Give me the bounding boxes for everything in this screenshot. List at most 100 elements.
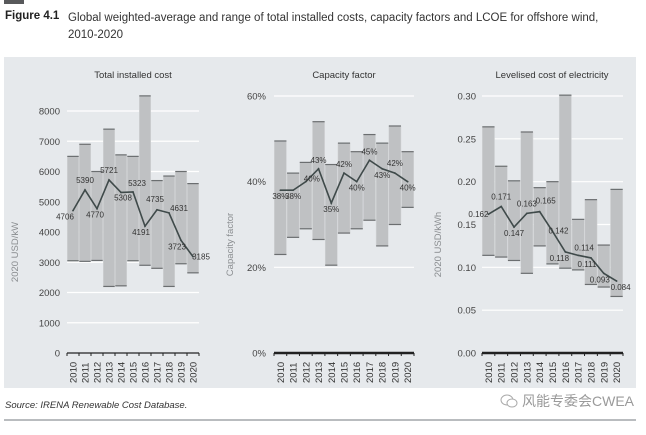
range-bar [482, 126, 495, 256]
data-label: 43% [374, 171, 390, 180]
data-label: 0.118 [550, 254, 570, 263]
range-bar [67, 156, 79, 261]
x-tick-label: 2017 [365, 362, 376, 383]
range-bar [324, 164, 338, 266]
x-tick-label: 2011 [497, 363, 508, 383]
x-tick-label: 2014 [117, 362, 128, 383]
average-point [615, 280, 618, 282]
average-point [564, 251, 567, 253]
average-point [500, 205, 503, 208]
x-tick-label: 2016 [141, 362, 152, 383]
x-tick-label: 2019 [599, 362, 610, 383]
average-point [84, 189, 86, 191]
average-point [577, 254, 580, 257]
data-label: 42% [387, 159, 403, 168]
data-label: 4706 [56, 213, 74, 222]
y-tick-label: 0 [55, 349, 60, 360]
range-bar [584, 199, 598, 285]
average-point [144, 225, 146, 228]
y-tick-label: 0.15 [458, 220, 477, 231]
watermark: 风能专委会CWEA [500, 391, 634, 411]
x-tick-label: 2019 [177, 362, 188, 383]
range-bar [286, 172, 300, 238]
range-bar [163, 175, 175, 287]
range-bar [494, 165, 508, 258]
x-tick-label: 2012 [301, 362, 312, 383]
y-tick-label: 0.00 [458, 349, 477, 360]
range-bar [299, 162, 313, 230]
range-bar [151, 180, 163, 269]
data-label: 0.163 [517, 199, 538, 208]
y-tick-label: 60% [247, 92, 267, 103]
average-point [513, 226, 515, 228]
y-tick-label: 0% [252, 349, 266, 360]
y-tick-label: 0.05 [458, 306, 477, 317]
range-bar [103, 128, 115, 287]
x-tick-label: 2016 [561, 362, 572, 383]
average-point [330, 202, 333, 204]
average-point [355, 180, 358, 183]
data-label: 0.162 [468, 210, 489, 219]
average-point [538, 210, 541, 213]
source-note: Source: IRENA Renewable Cost Database. [5, 400, 188, 411]
average-point [108, 179, 110, 181]
data-label: 3185 [192, 253, 210, 262]
data-label: 0.142 [548, 226, 569, 235]
y-tick-label: 5000 [39, 197, 60, 208]
y-tick-label: 1000 [39, 318, 60, 329]
x-tick-label: 2012 [93, 362, 104, 383]
x-tick-label: 2013 [105, 362, 116, 383]
y-axis-label: 2020 USD/kWh [433, 212, 444, 277]
data-label: 0.093 [590, 275, 611, 284]
average-point [368, 159, 371, 162]
average-point [602, 272, 605, 275]
x-tick-label: 2020 [403, 362, 414, 383]
x-tick-label: 2018 [165, 362, 176, 383]
y-axis-label: Capacity factor [225, 213, 236, 276]
panel-title: Capacity factor [312, 70, 375, 81]
data-label: 5323 [128, 179, 146, 188]
x-tick-label: 2019 [390, 362, 401, 383]
x-tick-label: 2013 [522, 362, 533, 383]
data-label: 45% [361, 147, 377, 156]
data-label: 0.165 [536, 197, 557, 206]
x-tick-label: 2015 [548, 362, 559, 383]
data-label: 0.171 [491, 193, 512, 202]
x-tick-label: 2018 [586, 362, 597, 383]
footer-rule [4, 419, 636, 421]
y-tick-label: 0.10 [458, 263, 477, 274]
average-point [120, 191, 122, 194]
x-tick-label: 2011 [289, 363, 300, 383]
range-bar [558, 94, 572, 269]
panel-title: Levelised cost of electricity [496, 70, 609, 81]
x-tick-label: 2017 [574, 362, 585, 383]
range-bar [79, 144, 91, 262]
average-point [381, 167, 384, 170]
average-point [304, 180, 307, 183]
panel-title: Total installed cost [94, 70, 172, 81]
data-label: 5390 [76, 176, 94, 185]
watermark-text: 风能专委会CWEA [522, 393, 634, 409]
average-point [156, 208, 158, 211]
data-label: 4191 [132, 228, 150, 237]
data-label: 0.111 [578, 260, 597, 269]
average-point [406, 180, 409, 183]
average-point [132, 191, 134, 193]
data-label: 4770 [86, 211, 104, 220]
data-label: 5308 [114, 193, 132, 202]
data-label: 40% [304, 175, 320, 184]
average-point [525, 212, 528, 215]
x-tick-label: 2013 [314, 362, 325, 383]
data-label: 42% [336, 160, 352, 169]
data-label: 4631 [170, 204, 188, 213]
y-tick-label: 2000 [39, 288, 60, 299]
y-tick-label: 0.25 [458, 134, 477, 145]
x-tick-label: 2010 [69, 362, 80, 383]
x-tick-label: 2015 [340, 362, 351, 383]
x-tick-label: 2020 [189, 362, 200, 383]
data-label: 0.114 [574, 243, 594, 252]
data-label: 0.147 [504, 229, 525, 238]
average-point [180, 239, 182, 242]
y-tick-label: 20% [247, 263, 267, 274]
